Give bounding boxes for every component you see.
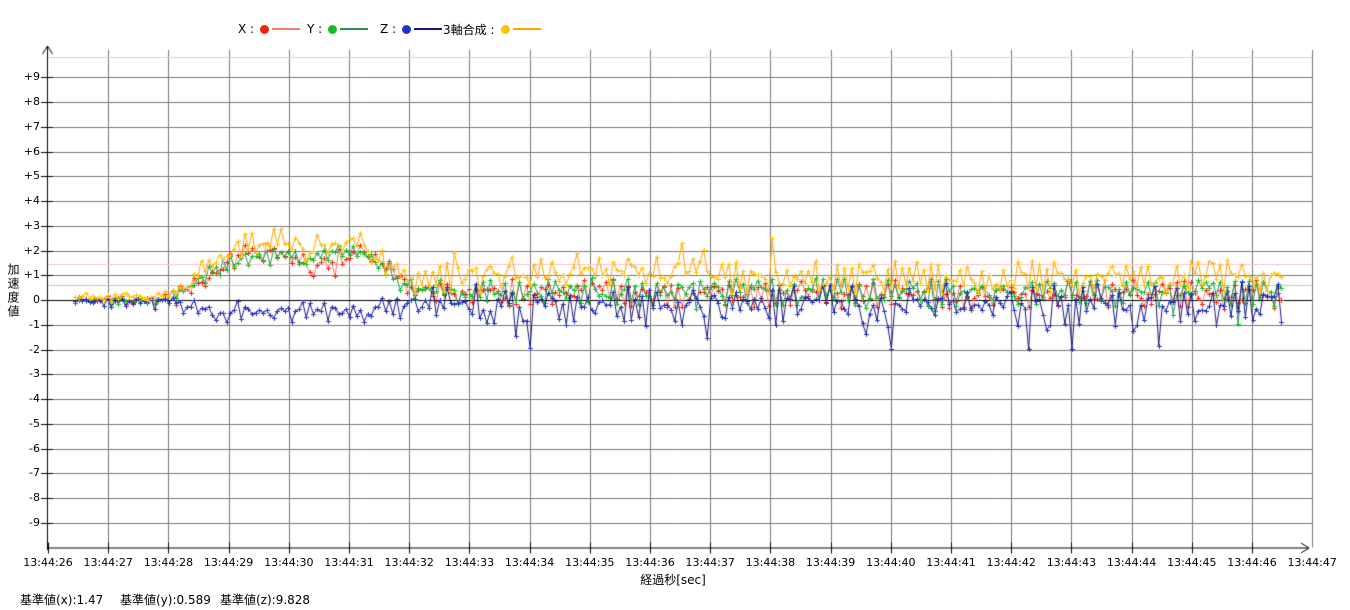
legend-dot-composite-icon [500, 24, 510, 34]
x-tick-label: 13:44:27 [83, 556, 133, 569]
x-tick-label: 13:44:38 [745, 556, 796, 569]
reference-value-z: 基準値(z):9.828 [220, 593, 311, 607]
y-tick-label: -5 [29, 416, 40, 430]
x-tick-label: 13:44:33 [444, 556, 495, 569]
x-tick-label: 13:44:42 [986, 556, 1036, 569]
legend-line-z-icon [414, 28, 443, 30]
legend-dot-x-icon [260, 24, 270, 34]
legend-item-composite: 3軸合成 : [443, 21, 541, 37]
x-tick-label: 13:44:31 [324, 556, 374, 569]
x-tick-label: 13:44:43 [1046, 556, 1097, 569]
y-tick-label: -2 [29, 342, 40, 356]
y-tick-label: -9 [29, 515, 40, 529]
legend-item-y: Y : [307, 21, 369, 37]
x-tick-label: 13:44:36 [625, 556, 675, 569]
x-tick-label: 13:44:41 [926, 556, 976, 569]
y-tick-label: -6 [29, 441, 40, 455]
y-tick-label: +2 [23, 243, 40, 257]
y-tick-label: +5 [23, 169, 40, 183]
y-tick-label: +8 [23, 95, 40, 108]
x-tick-label: 13:44:28 [143, 556, 194, 569]
reference-value-y: 基準値(y):0.589 [120, 593, 211, 607]
y-axis-title: 加速度値 [6, 263, 20, 319]
legend-label-z: Z : [380, 22, 397, 36]
legend-line-x-icon [272, 28, 301, 30]
legend-label-x: X : [238, 22, 255, 36]
y-tick-label: -8 [29, 491, 40, 504]
x-tick-label: 13:44:47 [1287, 556, 1337, 569]
x-tick-label: 13:44:37 [685, 556, 735, 569]
legend-item-x: X : [238, 21, 301, 37]
legend-line-y-icon [340, 28, 369, 30]
y-tick-label: -1 [29, 317, 40, 331]
legend-dot-z-icon [402, 24, 412, 34]
legend-label-y: Y : [307, 22, 323, 36]
y-tick-label: -4 [29, 392, 40, 405]
y-tick-label: 0 [33, 293, 40, 306]
y-tick-label: +1 [23, 268, 40, 282]
legend-line-composite-icon [512, 28, 541, 30]
y-tick-label: +7 [23, 119, 40, 133]
x-tick-label: 13:44:44 [1106, 556, 1157, 569]
x-tick-label: 13:44:34 [504, 556, 555, 569]
reference-value-x: 基準値(x):1.47 [20, 593, 104, 607]
x-tick-label: 13:44:46 [1227, 556, 1277, 569]
y-tick-label: -3 [29, 367, 40, 381]
legend-label-composite: 3軸合成 : [443, 22, 495, 37]
x-tick-label: 13:44:26 [23, 556, 73, 569]
x-tick-label: 13:44:40 [866, 556, 916, 569]
x-axis-title: 経過秒[sec] [640, 573, 706, 587]
legend-dot-y-icon [328, 24, 338, 34]
x-tick-label: 13:44:45 [1167, 556, 1217, 569]
y-tick-label: +6 [23, 144, 40, 158]
x-tick-label: 13:44:35 [565, 556, 615, 569]
y-tick-label: +9 [23, 70, 40, 84]
x-tick-label: 13:44:32 [384, 556, 434, 569]
x-tick-label: 13:44:30 [264, 556, 314, 569]
x-tick-label: 13:44:29 [203, 556, 254, 569]
legend-item-z: Z : [380, 21, 443, 37]
y-tick-label: +3 [23, 218, 40, 232]
y-tick-label: -7 [29, 466, 40, 480]
y-tick-label: +4 [23, 194, 40, 207]
x-tick-label: 13:44:39 [805, 556, 856, 569]
